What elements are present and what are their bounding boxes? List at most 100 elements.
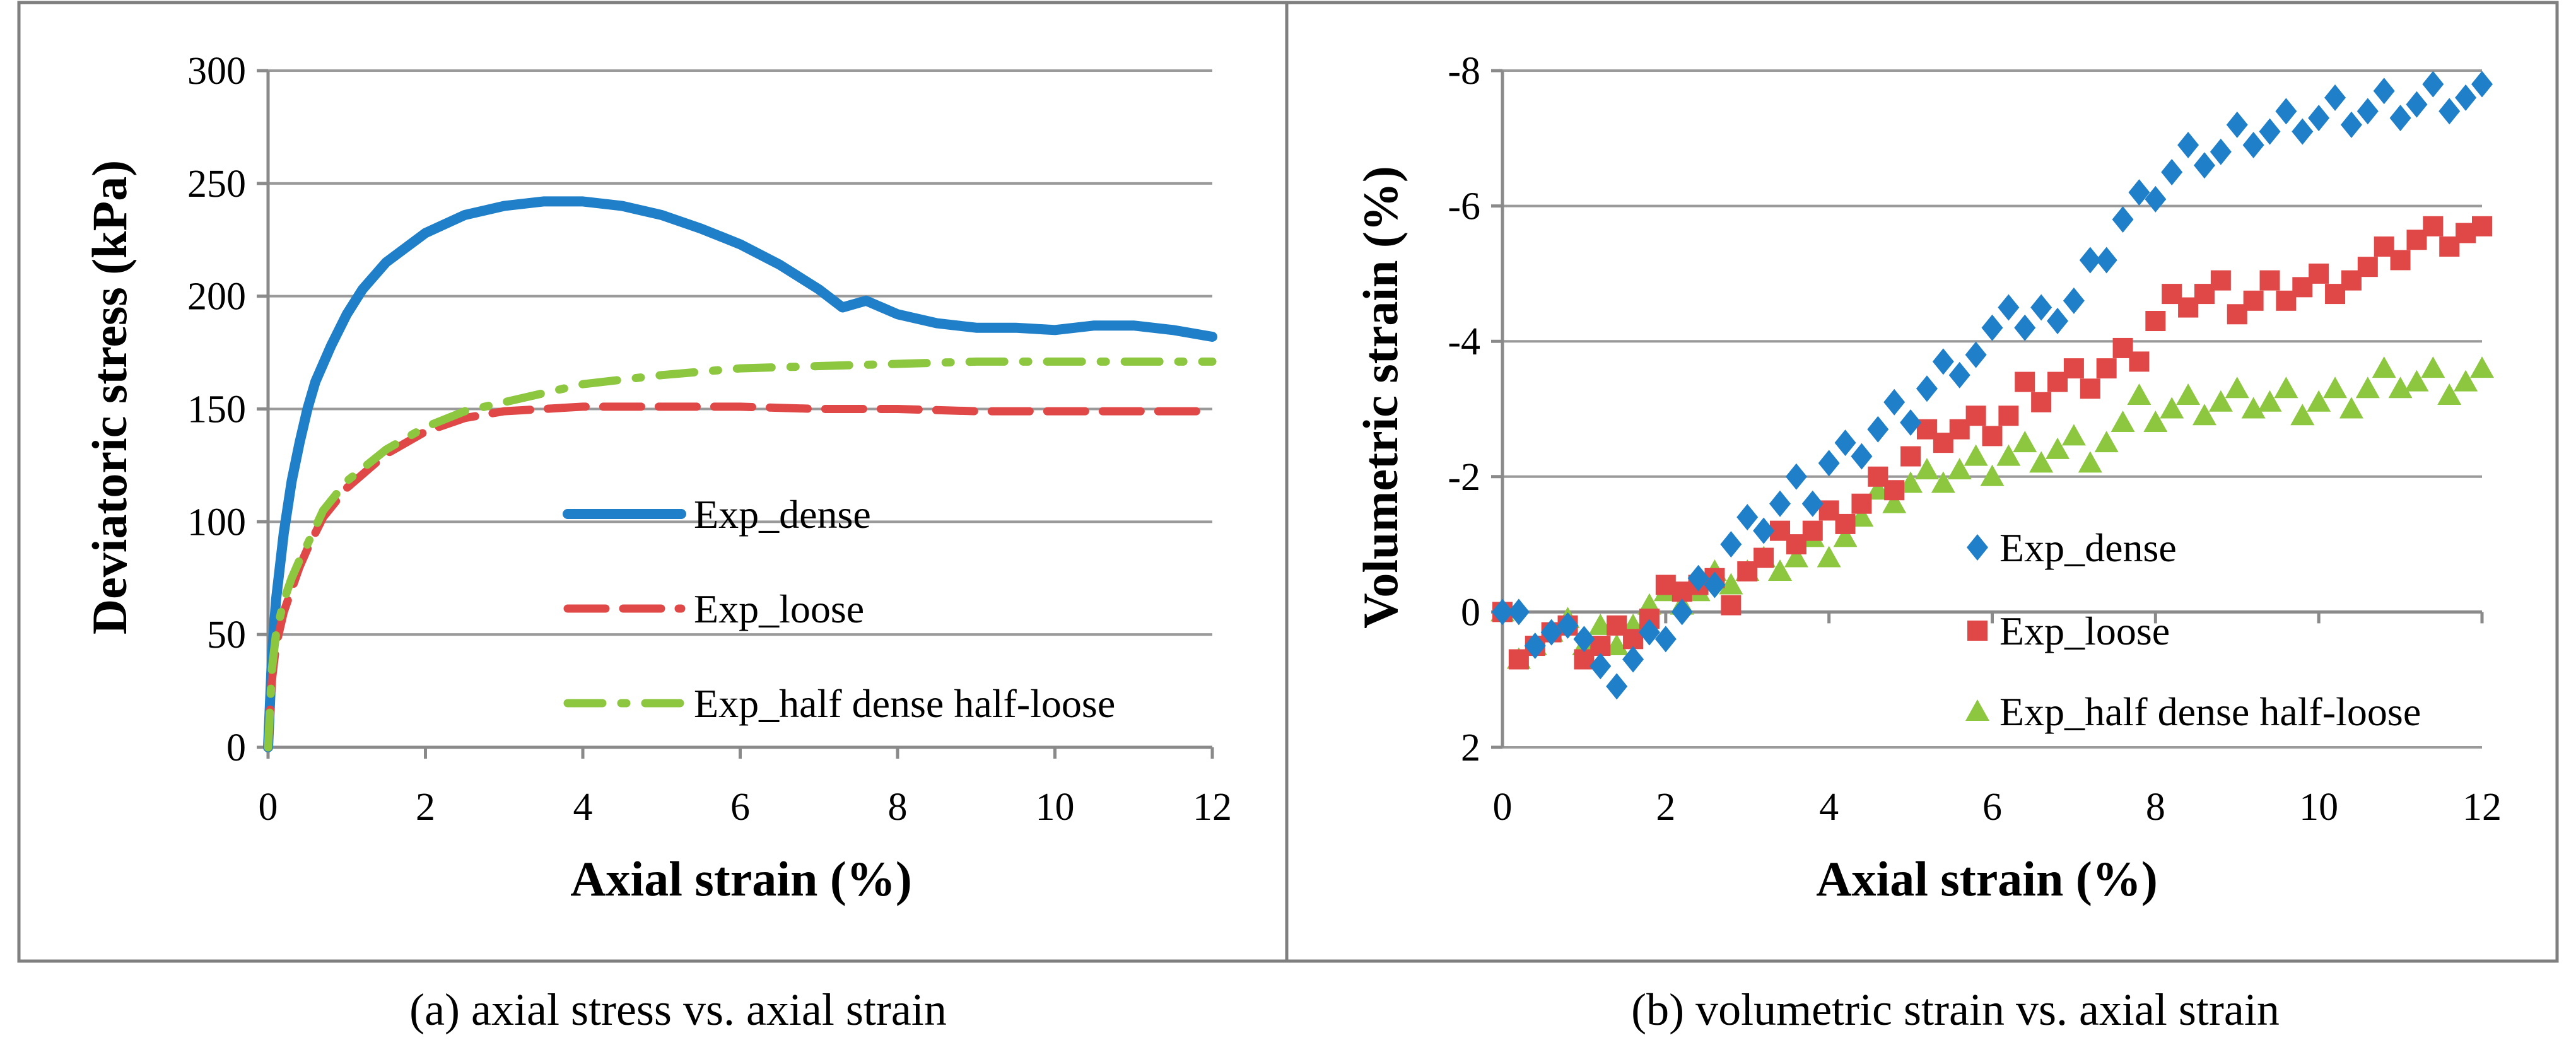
data-point-half [1605, 634, 1629, 656]
data-point-half [1833, 525, 1858, 547]
data-point-loose [1982, 426, 2003, 446]
data-point-dense [2161, 158, 2183, 185]
data-point-half [2437, 383, 2462, 406]
data-point-half [2355, 376, 2380, 399]
data-point-dense [2079, 247, 2101, 274]
data-point-dense [1606, 673, 1628, 700]
data-point-half [2127, 383, 2152, 406]
data-point-dense [1590, 653, 1612, 680]
data-point-dense [1671, 598, 1693, 626]
caption-b: (b) volumetric strain vs. axial strain [1631, 984, 2280, 1035]
data-point-half [2421, 356, 2445, 378]
data-point-dense [2438, 98, 2461, 125]
panel-b-x-axis-title: Axial strain (%) [1816, 851, 2158, 906]
data-point-dense [2177, 132, 2199, 159]
data-point-half [2143, 410, 2168, 432]
data-point-loose [1835, 513, 1856, 534]
data-point-dense [1557, 612, 1579, 639]
data-point-half [1768, 559, 1793, 581]
data-point-half [2208, 390, 2233, 412]
data-point-loose [2129, 351, 2150, 372]
data-point-half [1931, 471, 1955, 493]
y-tick-label: 200 [187, 276, 246, 318]
data-point-half [2290, 404, 2315, 426]
data-point-dense [2292, 118, 2314, 145]
data-point-loose [1721, 595, 1742, 616]
panel-a-axes [257, 69, 1214, 759]
x-tick-label: 8 [888, 786, 908, 829]
x-tick-label: 4 [573, 786, 593, 829]
data-point-half [2454, 370, 2478, 392]
data-point-dense [1785, 463, 1807, 490]
x-tick-label: 12 [1193, 786, 1232, 829]
data-point-dense [1834, 429, 1856, 457]
data-point-dense [1932, 348, 1954, 375]
panel-b-axes [1491, 69, 2484, 749]
data-point-half [1817, 546, 1841, 568]
x-tick-label: 2 [416, 786, 435, 829]
data-point-dense [1916, 375, 1938, 402]
data-point-loose [1998, 406, 2019, 426]
y-tick-label: 0 [226, 726, 246, 769]
data-point-dense [1883, 388, 1906, 416]
y-tick-label: -2 [1448, 456, 1480, 499]
data-point-half [1899, 471, 1923, 493]
data-point-dense [1867, 416, 1889, 443]
data-point-half [2404, 370, 2429, 392]
data-point-half [2046, 437, 2070, 459]
series-line-loose [264, 402, 1217, 752]
panel-a-frame [17, 1, 1289, 963]
data-point-half [2257, 390, 2282, 412]
legend-marker-loose [1967, 621, 1988, 641]
data-point-half [2160, 397, 2184, 419]
data-point-loose [2309, 263, 2329, 284]
data-point-half [2339, 397, 2363, 419]
data-point-dense [2340, 111, 2362, 138]
y-tick-label: -4 [1448, 320, 1480, 363]
panel-a-x-axis-title: Axial strain (%) [570, 851, 912, 906]
legend-label-half: Exp_half dense half-loose [1999, 689, 2421, 734]
x-tick-label: 6 [1982, 786, 2002, 829]
data-point-dense [1622, 646, 1644, 673]
legend-marker-dense [1967, 534, 1988, 561]
x-tick-label: 10 [1036, 786, 1075, 829]
data-point-dense [2471, 71, 2493, 98]
data-point-dense [2455, 84, 2477, 111]
data-point-half [1996, 444, 2021, 466]
data-point-half [2372, 356, 2396, 378]
data-point-half [2111, 410, 2135, 432]
data-point-loose [2472, 216, 2492, 236]
data-point-loose [1965, 406, 1986, 426]
data-point-loose [2357, 257, 2378, 277]
panel-b-x-tick-labels: 0 2 4 6 8 10 12 [1493, 786, 2502, 829]
data-point-half [1719, 573, 1743, 595]
y-tick-label: 2 [1461, 726, 1480, 769]
data-point-half [2307, 390, 2331, 412]
y-tick-label: 100 [187, 501, 246, 544]
data-point-dense [1687, 564, 1709, 592]
data-point-dense [2324, 84, 2346, 111]
data-point-loose [1851, 493, 1872, 514]
data-point-loose [2031, 392, 2052, 412]
data-point-loose [2015, 371, 2035, 392]
x-tick-label: 0 [1493, 786, 1513, 829]
data-point-dense [2145, 185, 2167, 213]
data-point-dense [2356, 98, 2379, 125]
x-tick-label: 2 [1656, 786, 1675, 829]
y-tick-label: 150 [187, 388, 246, 431]
data-point-dense [2308, 105, 2330, 132]
legend-marker-half [1965, 699, 1989, 721]
data-point-dense [2373, 78, 2395, 105]
data-point-dense [1573, 626, 1595, 653]
legend-label-half: Exp_half dense half-loose [694, 681, 1115, 726]
data-point-dense [1524, 633, 1546, 660]
data-point-dense [1900, 409, 1922, 436]
data-point-dense [2226, 111, 2248, 138]
data-point-half [2470, 356, 2494, 378]
data-point-dense [2406, 91, 2428, 118]
data-point-dense [1981, 314, 2003, 341]
data-point-half [1914, 458, 1939, 480]
x-tick-label: 8 [2146, 786, 2165, 829]
y-tick-label: 250 [187, 163, 246, 206]
data-point-loose [1802, 520, 1823, 541]
